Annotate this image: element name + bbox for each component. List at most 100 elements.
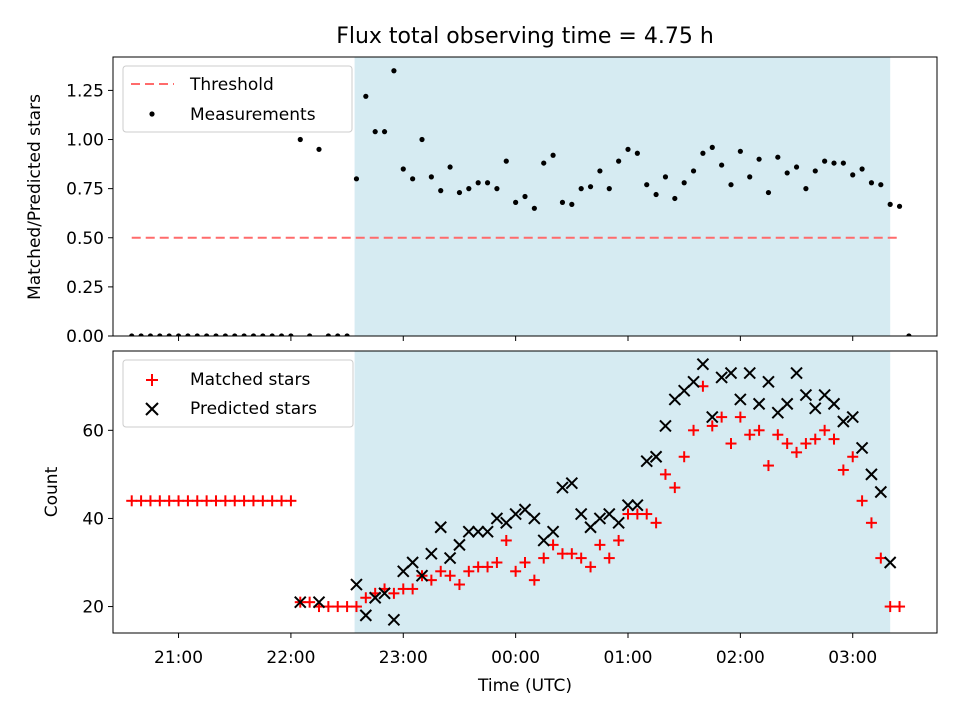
predicted-star-point xyxy=(837,415,850,428)
measurement-point xyxy=(494,186,500,192)
matched-star-point xyxy=(762,460,774,472)
measurement-point xyxy=(269,333,275,336)
measurement-point xyxy=(307,333,313,336)
matched-star-point xyxy=(856,495,868,507)
predicted-star-point xyxy=(687,375,700,389)
measurement-point xyxy=(747,174,753,180)
predicted-star-point xyxy=(471,525,485,538)
matched-star-point xyxy=(678,451,690,463)
measurement-point xyxy=(157,333,163,336)
measurement-point xyxy=(325,333,331,336)
matched-star-point xyxy=(182,495,194,507)
matched-star-point xyxy=(173,495,185,507)
measurement-point xyxy=(700,150,706,156)
measurement-point xyxy=(288,333,294,336)
matched-star-point xyxy=(716,411,728,423)
matched-star-point xyxy=(631,508,643,520)
matched-star-point xyxy=(585,561,597,573)
predicted-star-point xyxy=(481,525,494,538)
measurement-point xyxy=(278,333,285,336)
predicted-star-point xyxy=(827,397,841,411)
top-y-tick-label: 0.50 xyxy=(66,229,104,249)
predicted-star-point xyxy=(734,393,747,406)
matched-star-point xyxy=(360,592,372,604)
measurement-point xyxy=(793,164,800,170)
bottom-y-tick-label: 40 xyxy=(82,509,104,529)
matched-star-point xyxy=(135,495,147,507)
measurement-point xyxy=(672,195,678,202)
predicted-star-point xyxy=(724,366,738,380)
measurement-point xyxy=(175,333,182,336)
predicted-star-point xyxy=(809,402,822,415)
predicted-star-point xyxy=(565,476,579,490)
measurement-point xyxy=(896,203,903,209)
measurement-point xyxy=(906,333,912,336)
matched-star-point xyxy=(144,495,156,507)
matched-star-point xyxy=(725,438,737,450)
predicted-star-point xyxy=(462,525,476,538)
predicted-star-point xyxy=(425,547,438,560)
matched-star-point xyxy=(304,596,316,608)
top-panel: 0.00 0.25 0.50 0.75 1.00 1.25 Matched/Predict… xyxy=(25,56,938,347)
predicted-star-point xyxy=(443,551,457,565)
top-y-tick-label: 0.00 xyxy=(66,327,104,347)
measurement-point xyxy=(438,188,444,194)
legend-predicted-label: Predicted stars xyxy=(190,399,317,419)
matched-star-point xyxy=(332,601,344,613)
measurement-point xyxy=(194,333,200,336)
matched-star-point xyxy=(556,548,568,560)
predicted-star-point xyxy=(359,609,373,622)
x-axis-label: Time (UTC) xyxy=(477,676,572,696)
measurement-point xyxy=(541,160,547,166)
top-y-tick-label: 1.25 xyxy=(66,81,104,101)
top-y-tick-label: 0.75 xyxy=(66,180,104,200)
legend-matched-label: Matched stars xyxy=(190,370,310,390)
x-tick-label: 03:00 xyxy=(828,648,877,668)
predicted-star-point xyxy=(649,450,663,463)
matched-star-point xyxy=(126,495,138,507)
measurement-point xyxy=(232,333,238,336)
matched-star-point xyxy=(688,424,700,436)
measurement-point xyxy=(250,333,257,336)
matched-star-point xyxy=(247,495,259,507)
x-tick-label: 23:00 xyxy=(379,648,428,668)
top-legend: Threshold Measurements xyxy=(122,65,353,133)
predicted-star-point xyxy=(528,512,541,525)
matched-star-point xyxy=(397,583,409,595)
measurement-point xyxy=(381,129,388,135)
measurement-point xyxy=(335,333,341,336)
predicted-star-point xyxy=(715,371,728,384)
measurement-point xyxy=(578,186,584,192)
measurement-point xyxy=(822,158,828,164)
matched-star-point xyxy=(781,438,793,450)
legend-threshold-label: Threshold xyxy=(189,75,274,95)
predicted-star-point xyxy=(865,468,878,481)
measurement-point xyxy=(531,205,537,211)
measurement-point xyxy=(222,333,228,336)
measurement-point xyxy=(344,333,350,336)
predicted-star-point xyxy=(743,366,756,380)
measurement-point xyxy=(466,186,472,192)
measurement-point xyxy=(812,168,818,174)
measurement-point xyxy=(363,93,369,99)
measurement-point xyxy=(297,136,303,143)
matched-star-point xyxy=(800,438,812,450)
matched-star-point xyxy=(622,508,634,520)
matched-star-point xyxy=(407,583,419,595)
matched-star-point xyxy=(154,495,166,507)
matched-star-point xyxy=(734,411,746,423)
measurement-point xyxy=(513,199,519,205)
measurement-point xyxy=(428,174,434,180)
measurement-point xyxy=(241,333,247,336)
matched-star-point xyxy=(837,464,849,476)
measurement-point xyxy=(419,136,425,143)
matched-star-point xyxy=(266,495,278,507)
measurement-point xyxy=(765,189,772,196)
measurement-point xyxy=(587,184,594,190)
measurement-point xyxy=(616,158,622,164)
measurement-point xyxy=(559,199,566,205)
measurement-point xyxy=(447,164,453,170)
matched-star-point xyxy=(341,601,353,613)
legend-measurements-label: Measurements xyxy=(190,105,316,125)
bottom-y-tick-label: 20 xyxy=(82,598,104,618)
